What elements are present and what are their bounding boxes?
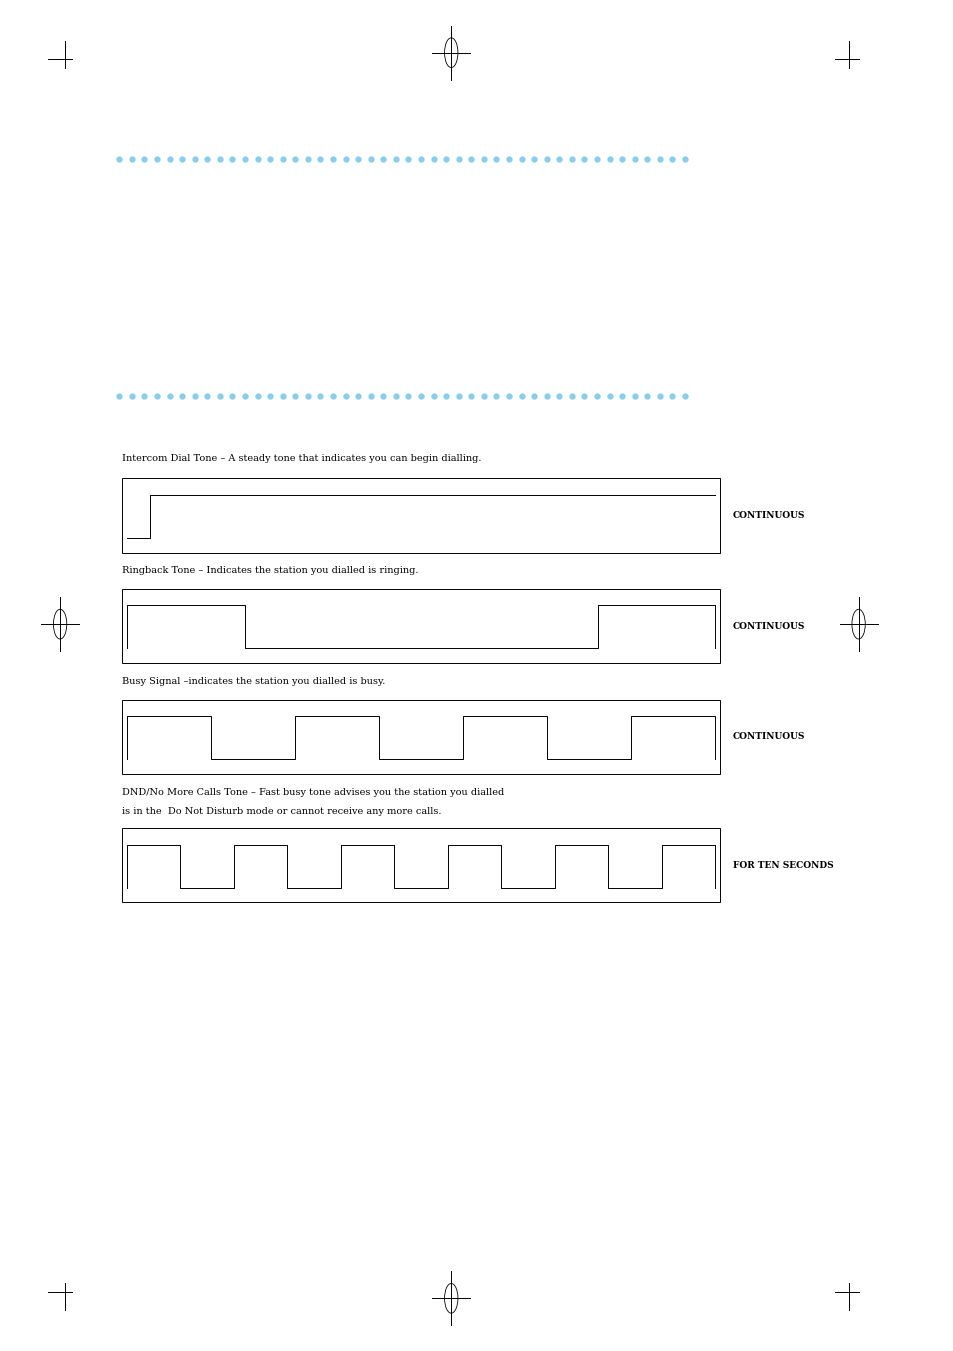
Text: FOR TEN SECONDS: FOR TEN SECONDS [732, 861, 832, 870]
Text: CONTINUOUS: CONTINUOUS [732, 621, 804, 631]
Text: RINGBACK TONE – 1000ms ON / 3000ms OFF: RINGBACK TONE – 1000ms ON / 3000ms OFF [130, 592, 335, 601]
Text: is in the  Do Not Disturb mode or cannot receive any more calls.: is in the Do Not Disturb mode or cannot … [122, 807, 441, 816]
Text: DND/NOMORECALLS TONE – 250ms ON / 250ms OFF: DND/NOMORECALLS TONE – 250ms ON / 250ms … [130, 831, 372, 840]
Text: CONTINUOUS: CONTINUOUS [732, 732, 804, 742]
Bar [122, 589, 720, 663]
Text: Ringback Tone – Indicates the station you dialled is ringing.: Ringback Tone – Indicates the station yo… [122, 566, 418, 576]
Text: Intercom Dial Tone – A steady tone that indicates you can begin dialling.: Intercom Dial Tone – A steady tone that … [122, 454, 481, 463]
Text: DND/No More Calls Tone – Fast busy tone advises you the station you dialled: DND/No More Calls Tone – Fast busy tone … [122, 788, 504, 797]
Text: Busy Signal –indicates the station you dialled is busy.: Busy Signal –indicates the station you d… [122, 677, 385, 686]
Bar [122, 828, 720, 902]
Text: CONTINUOUS: CONTINUOUS [732, 511, 804, 520]
Text: Dial Tone: Dial Tone [130, 481, 171, 490]
Text: BUSY TONE – 500ms ON / 500ms OFF: BUSY TONE – 500ms ON / 500ms OFF [130, 703, 300, 712]
Bar [122, 700, 720, 774]
Bar [122, 478, 720, 553]
